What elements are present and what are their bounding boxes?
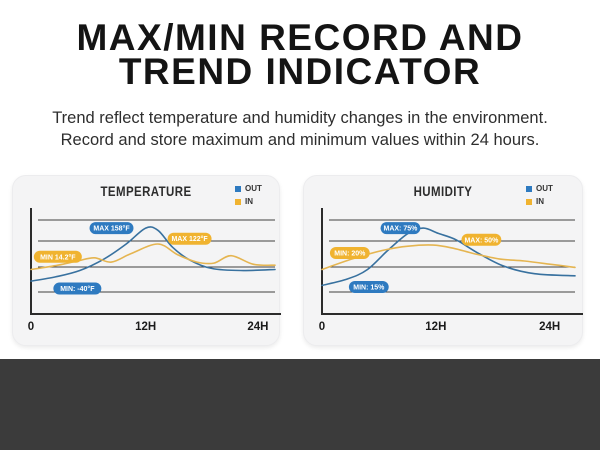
annotation-pill: [53, 282, 102, 295]
annotation-label: MAX 122°F: [171, 235, 208, 243]
x-tick-label: 0: [319, 321, 325, 333]
legend-item-in: IN: [526, 197, 553, 206]
legend-label-out: OUT: [536, 184, 553, 193]
page-title-line2: TREND INDICATOR: [118, 51, 482, 92]
legend-item-out: OUT: [235, 184, 262, 193]
annotation-label: MIN 14.2°F: [40, 253, 76, 261]
legend-label-out: OUT: [245, 184, 262, 193]
temperature-chart-card: MAX 158°F MAX 122°F MIN 14.2°F MIN: -40°F 0 1…: [12, 175, 281, 346]
legend-label-in: IN: [245, 197, 253, 206]
page-title: MAX/MIN RECORD AND TREND INDICATOR: [0, 17, 600, 92]
legend-item-out: OUT: [526, 184, 553, 193]
page-subtitle-line2: Record and store maximum and minimum val…: [60, 131, 540, 149]
temperature-chart: MAX 158°F MAX 122°F MIN 14.2°F MIN: -40°F 0 1…: [28, 208, 281, 333]
annotation-pill: [167, 232, 212, 245]
humidity-chart-legend: OUT IN: [526, 184, 553, 206]
annotation-label: MIN: -40°F: [60, 285, 95, 293]
line-out: [321, 227, 576, 287]
annotation-label: MAX: 50%: [464, 237, 499, 244]
annotation-pill: [89, 222, 134, 235]
x-tick-label: 0: [28, 321, 34, 333]
temperature-chart-legend: OUT IN: [235, 184, 262, 206]
annotation-pill: [33, 250, 82, 263]
annotation-label: MIN: 20%: [334, 251, 366, 258]
x-tick-label: 24H: [247, 321, 268, 333]
line-in: [321, 244, 576, 271]
page-title-line1: MAX/MIN RECORD AND: [76, 17, 524, 58]
line-out: [30, 226, 276, 282]
legend-swatch-in: [235, 198, 241, 205]
humidity-chart-card: MAX: 75% MAX: 50% MIN: 20% MIN: 15% 0 12H 24H …: [303, 175, 583, 346]
x-tick-label: 24H: [539, 321, 560, 333]
humidity-chart: MAX: 75% MAX: 50% MIN: 20% MIN: 15% 0 12H 24H: [319, 208, 583, 333]
annotation-pill: [348, 280, 389, 293]
annotation-pill: [461, 233, 502, 246]
x-tick-label: 12H: [135, 321, 156, 333]
annotation-pill: [329, 247, 370, 260]
x-tick-label: 12H: [425, 321, 446, 333]
page-subtitle-line1: Trend reflect temperature and humidity c…: [52, 109, 548, 127]
page-subtitle: Trend reflect temperature and humidity c…: [0, 107, 600, 151]
legend-item-in: IN: [235, 197, 262, 206]
annotation-label: MIN: 15%: [353, 284, 385, 291]
annotation-label: MAX: 75%: [384, 226, 419, 233]
legend-label-in: IN: [536, 197, 544, 206]
legend-swatch-out: [235, 185, 241, 192]
annotation-pill: [380, 222, 421, 235]
annotation-label: MAX 158°F: [93, 225, 130, 233]
legend-swatch-out: [526, 185, 532, 192]
temperature-chart-title: TEMPERATURE: [100, 183, 192, 199]
legend-swatch-in: [526, 198, 532, 205]
spec-band: Indoor: 14.2°F to 122°F (1% to 99%) Outd…: [0, 359, 600, 450]
humidity-chart-title: HUMIDITY: [413, 183, 473, 199]
